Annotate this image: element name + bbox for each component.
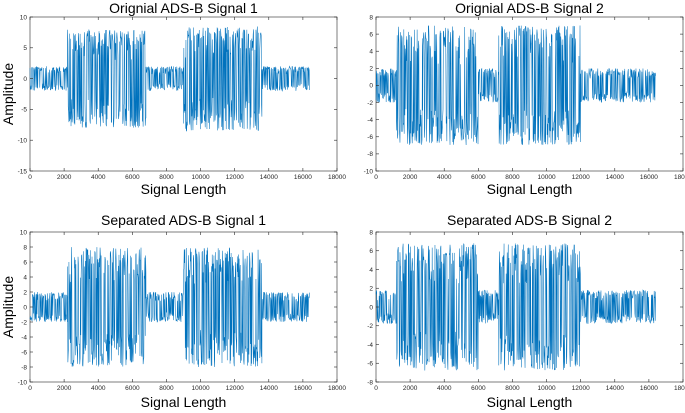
x-tick-label: 14000 [260, 385, 278, 392]
subplot-3: 0 2000 4000 6000 8000 10000 12000 14000 16000 180… [0, 212, 346, 410]
y-tick-label: -4 [367, 342, 373, 349]
chart-title: Separated ADS-B Signal 1 [101, 212, 266, 228]
x-tick-label: 18000 [674, 174, 685, 181]
y-tick-label: -15 [18, 168, 28, 175]
x-tick-label: 16000 [294, 385, 312, 392]
x-tick-label: 16000 [640, 174, 658, 181]
x-tick-label: 10000 [538, 385, 556, 392]
y-tick-label: 10 [20, 14, 28, 21]
y-tick-label: 8 [369, 229, 373, 236]
chart-title: Orignial ADS-B Signal 2 [455, 0, 604, 16]
signal-line [375, 25, 656, 145]
x-tick-label: 12000 [572, 174, 590, 181]
signal-line [375, 243, 656, 371]
subplot-2: 0 2000 4000 6000 8000 10000 12000 14000 16000 180… [364, 0, 685, 197]
y-tick-label: -10 [18, 379, 28, 386]
y-tick-label: 0 [23, 304, 27, 311]
x-tick-label: 12000 [572, 385, 590, 392]
y-tick-label: 4 [23, 274, 27, 281]
x-tick-label: 2000 [403, 385, 418, 392]
x-tick-label: 0 [374, 385, 378, 392]
y-tick-label: -4 [21, 334, 27, 341]
y-tick-label: 8 [23, 244, 27, 251]
x-tick-label: 10000 [538, 174, 556, 181]
y-tick-label: 6 [369, 31, 373, 38]
y-tick-label: 6 [23, 259, 27, 266]
chart-title: Separated ADS-B Signal 2 [447, 212, 612, 228]
y-tick-label: 4 [369, 267, 373, 274]
y-tick-label: 6 [369, 248, 373, 255]
y-tick-label: -6 [367, 361, 373, 368]
x-tick-label: 8000 [505, 174, 520, 181]
x-tick-label: 4000 [91, 385, 106, 392]
signal-line [29, 26, 310, 132]
y-tick-label: 2 [369, 66, 373, 73]
chart-title: Orignial ADS-B Signal 1 [109, 0, 258, 16]
y-tick-label: -2 [21, 319, 27, 326]
x-tick-label: 12000 [226, 174, 244, 181]
x-tick-label: 14000 [606, 174, 624, 181]
y-tick-label: -8 [21, 364, 27, 371]
x-tick-label: 16000 [640, 385, 658, 392]
subplot-4: 0 2000 4000 6000 8000 10000 12000 14000 16000 180… [367, 212, 685, 410]
x-axis-label: Signal Length [141, 394, 227, 410]
x-tick-label: 0 [28, 385, 32, 392]
x-tick-label: 2000 [57, 174, 72, 181]
x-tick-label: 18000 [674, 385, 685, 392]
y-tick-label: -2 [367, 100, 373, 107]
y-axis-label: Amplitude [0, 63, 16, 125]
y-tick-label: -5 [21, 107, 27, 114]
signal-line [29, 247, 310, 367]
y-tick-label: -4 [367, 117, 373, 124]
x-tick-label: 16000 [294, 174, 312, 181]
x-tick-label: 6000 [471, 385, 486, 392]
x-tick-label: 10000 [192, 385, 210, 392]
x-tick-label: 18000 [328, 174, 346, 181]
x-tick-label: 6000 [125, 174, 140, 181]
x-tick-label: 2000 [403, 174, 418, 181]
y-axis-label: Amplitude [0, 276, 16, 338]
x-tick-label: 14000 [606, 385, 624, 392]
y-tick-label: -10 [18, 138, 28, 145]
y-tick-label: 2 [23, 289, 27, 296]
x-tick-label: 8000 [159, 385, 174, 392]
x-tick-label: 2000 [57, 385, 72, 392]
x-tick-label: 18000 [328, 385, 346, 392]
y-tick-label: -6 [367, 134, 373, 141]
y-tick-label: -6 [21, 349, 27, 356]
y-tick-label: 5 [23, 45, 27, 52]
x-axis-label: Signal Length [487, 394, 573, 410]
x-tick-label: 12000 [226, 385, 244, 392]
y-tick-label: -10 [364, 168, 374, 175]
x-tick-label: 6000 [471, 174, 486, 181]
y-tick-label: 0 [369, 304, 373, 311]
y-tick-label: -8 [367, 379, 373, 386]
x-tick-label: 4000 [437, 385, 452, 392]
y-tick-label: 4 [369, 49, 373, 56]
y-tick-label: 10 [20, 229, 28, 236]
y-tick-label: -2 [367, 323, 373, 330]
y-tick-label: 0 [369, 83, 373, 90]
x-axis-label: Signal Length [487, 181, 573, 197]
x-axis-label: Signal Length [141, 181, 227, 197]
y-tick-label: -8 [367, 151, 373, 158]
y-tick-label: 0 [23, 76, 27, 83]
x-tick-label: 8000 [505, 385, 520, 392]
y-tick-label: 8 [369, 14, 373, 21]
y-tick-label: 2 [369, 286, 373, 293]
x-tick-label: 0 [374, 174, 378, 181]
x-tick-label: 10000 [192, 174, 210, 181]
x-tick-label: 0 [28, 174, 32, 181]
subplot-1: 0 2000 4000 6000 8000 10000 12000 14000 16000 180… [0, 0, 346, 197]
x-tick-label: 8000 [159, 174, 174, 181]
x-tick-label: 6000 [125, 385, 140, 392]
x-tick-label: 4000 [437, 174, 452, 181]
x-tick-label: 4000 [91, 174, 106, 181]
x-tick-label: 14000 [260, 174, 278, 181]
